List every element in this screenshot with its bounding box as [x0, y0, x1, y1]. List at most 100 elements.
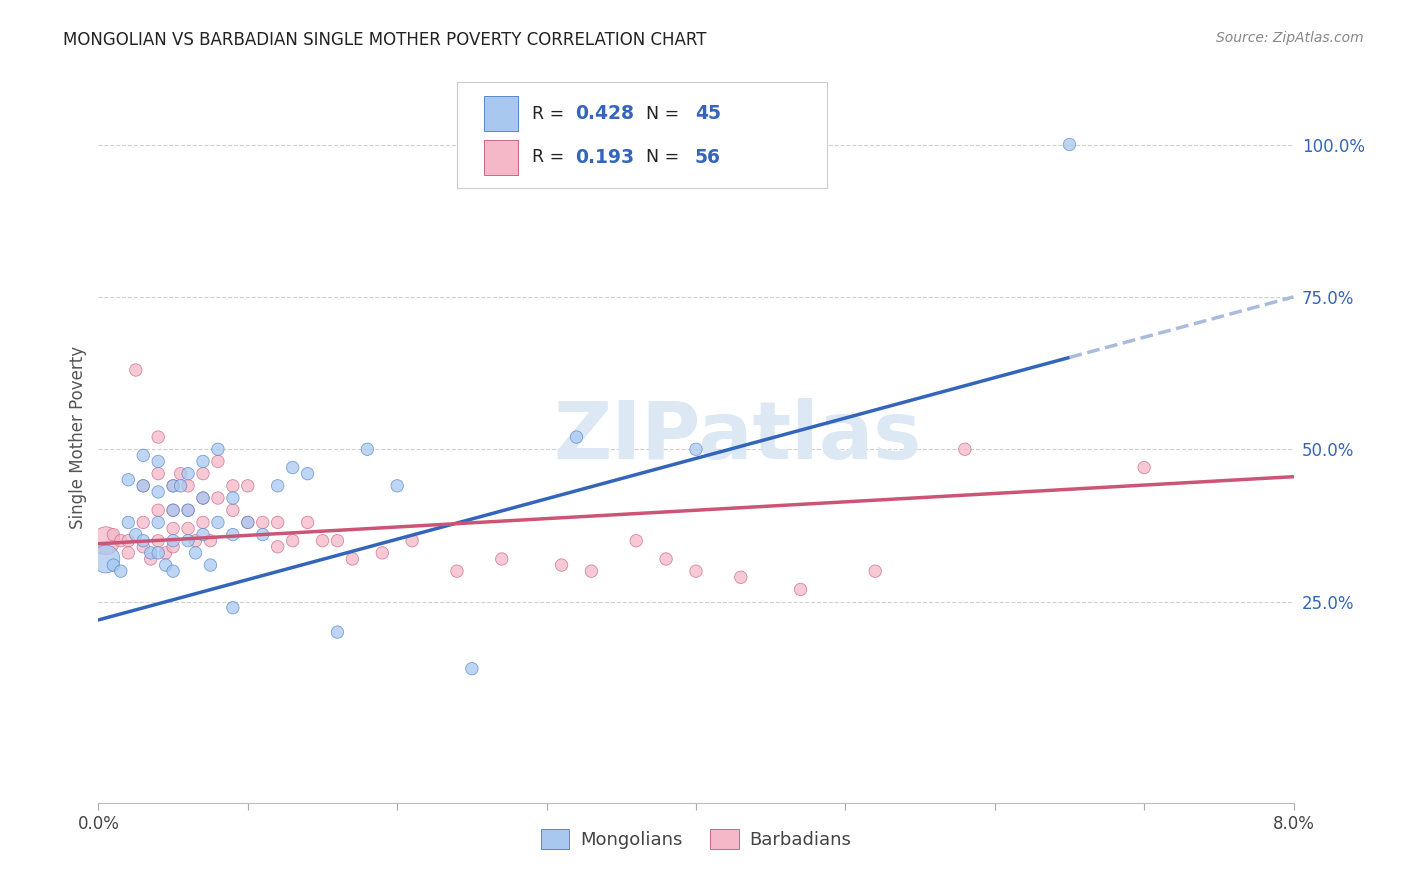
Point	[207, 454, 229, 468]
Point	[177, 521, 200, 535]
Point	[148, 516, 170, 530]
Text: MONGOLIAN VS BARBADIAN SINGLE MOTHER POVERTY CORRELATION CHART: MONGOLIAN VS BARBADIAN SINGLE MOTHER POV…	[63, 31, 707, 49]
Point	[401, 533, 423, 548]
Point	[491, 552, 513, 566]
Point	[222, 491, 245, 505]
Point	[281, 460, 304, 475]
Point	[177, 533, 200, 548]
Point	[117, 546, 139, 560]
Text: 45: 45	[695, 104, 721, 123]
Point	[184, 546, 207, 560]
Point	[177, 479, 200, 493]
Point	[207, 516, 229, 530]
Point	[148, 467, 170, 481]
Bar	[485, 96, 517, 131]
Point	[177, 467, 200, 481]
Point	[117, 533, 139, 548]
Point	[281, 533, 304, 548]
Point	[132, 479, 155, 493]
Point	[252, 527, 274, 541]
Point	[655, 552, 678, 566]
Point	[371, 546, 394, 560]
Point	[191, 527, 214, 541]
Point	[132, 479, 155, 493]
Point	[132, 516, 155, 530]
Legend: Mongolians, Barbadians: Mongolians, Barbadians	[533, 822, 859, 856]
Point	[200, 533, 222, 548]
Point	[191, 491, 214, 505]
Point	[326, 533, 349, 548]
Point	[789, 582, 811, 597]
Point	[103, 527, 125, 541]
Point	[162, 533, 184, 548]
Point	[110, 533, 132, 548]
Point	[1133, 460, 1156, 475]
Point	[162, 503, 184, 517]
Point	[222, 479, 245, 493]
Point	[169, 479, 191, 493]
Text: N =: N =	[645, 104, 685, 122]
Point	[139, 552, 162, 566]
Point	[132, 540, 155, 554]
Text: R =: R =	[533, 104, 569, 122]
Point	[222, 503, 245, 517]
Point	[385, 479, 409, 493]
Point	[148, 546, 170, 560]
Point	[685, 564, 707, 578]
Point	[297, 467, 319, 481]
Point	[311, 533, 333, 548]
Point	[191, 491, 214, 505]
Point	[550, 558, 572, 573]
Point	[148, 533, 170, 548]
Text: R =: R =	[533, 148, 569, 166]
FancyBboxPatch shape	[457, 82, 827, 188]
Point	[162, 521, 184, 535]
Point	[236, 479, 259, 493]
Point	[132, 533, 155, 548]
Point	[267, 479, 290, 493]
Point	[252, 516, 274, 530]
Point	[267, 540, 290, 554]
Text: 56: 56	[695, 147, 721, 167]
Text: ZIPatlas: ZIPatlas	[554, 398, 922, 476]
Point	[356, 442, 378, 457]
Bar	[485, 139, 517, 175]
Point	[222, 527, 245, 541]
Point	[148, 485, 170, 500]
Point	[94, 552, 117, 566]
Point	[461, 662, 484, 676]
Point	[191, 516, 214, 530]
Point	[117, 473, 139, 487]
Point	[685, 442, 707, 457]
Point	[117, 516, 139, 530]
Point	[125, 527, 148, 541]
Text: Source: ZipAtlas.com: Source: ZipAtlas.com	[1216, 31, 1364, 45]
Point	[162, 479, 184, 493]
Point	[953, 442, 976, 457]
Text: 0.193: 0.193	[575, 147, 634, 167]
Y-axis label: Single Mother Poverty: Single Mother Poverty	[69, 345, 87, 529]
Point	[110, 564, 132, 578]
Text: N =: N =	[645, 148, 685, 166]
Point	[132, 448, 155, 462]
Point	[565, 430, 588, 444]
Point	[162, 479, 184, 493]
Point	[236, 516, 259, 530]
Point	[177, 503, 200, 517]
Point	[155, 546, 177, 560]
Point	[1059, 137, 1081, 152]
Point	[162, 503, 184, 517]
Point	[148, 503, 170, 517]
Point	[200, 558, 222, 573]
Point	[103, 558, 125, 573]
Point	[177, 503, 200, 517]
Point	[207, 491, 229, 505]
Point	[184, 533, 207, 548]
Point	[236, 516, 259, 530]
Point	[94, 533, 117, 548]
Point	[125, 363, 148, 377]
Point	[191, 454, 214, 468]
Point	[267, 516, 290, 530]
Point	[162, 564, 184, 578]
Point	[169, 467, 191, 481]
